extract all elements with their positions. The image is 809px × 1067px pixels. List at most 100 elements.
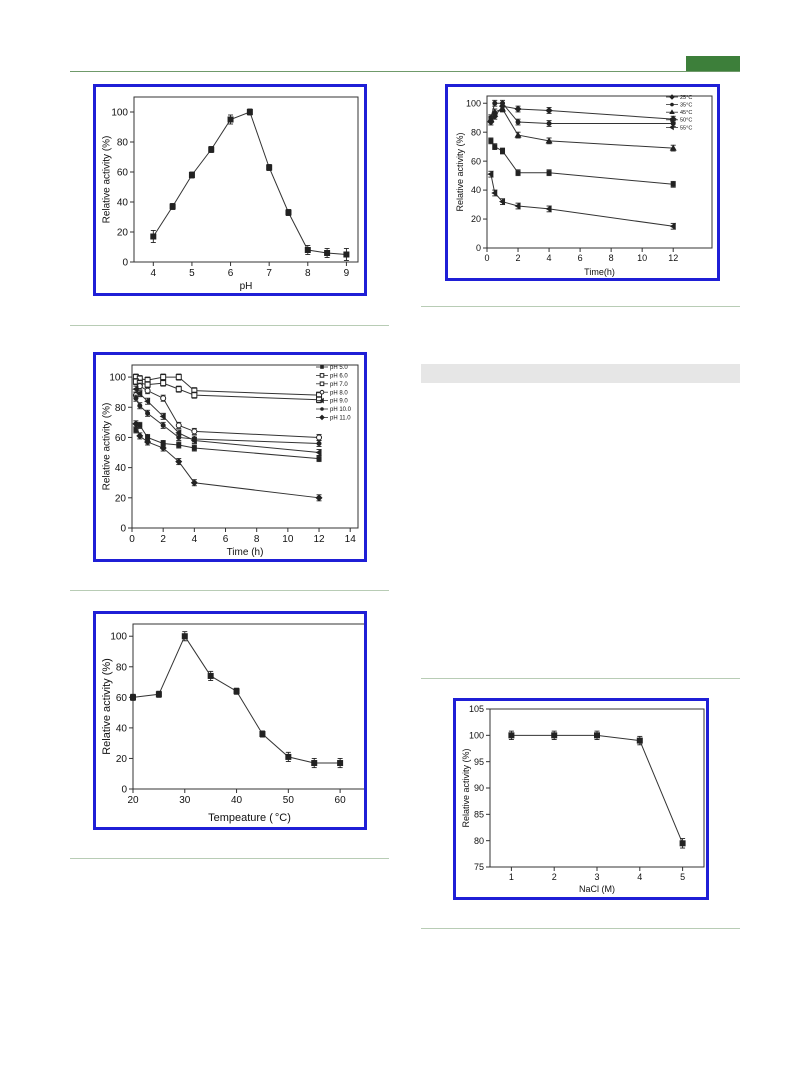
x-tick-label: 10 (637, 253, 647, 263)
y-tick-label: 60 (115, 433, 127, 444)
data-point-marker (145, 410, 151, 416)
y-tick-label: 40 (116, 723, 128, 734)
data-point-marker (133, 395, 139, 401)
data-point-marker (132, 420, 140, 428)
data-point-marker (670, 118, 674, 122)
data-point-marker (669, 144, 677, 151)
data-point-marker (160, 374, 167, 381)
y-axis-label: Relative activity (%) (101, 658, 113, 755)
series-line (511, 734, 684, 844)
data-point-marker (546, 170, 552, 176)
x-axis-label-text: Tempeature ( (208, 812, 273, 824)
data-point-marker (679, 840, 686, 847)
x-tick-label: 4 (192, 534, 198, 545)
y-tick-label: 75 (474, 862, 484, 872)
data-point-marker (208, 146, 215, 153)
data-point-marker (145, 434, 151, 440)
data-series (488, 137, 676, 188)
data-point-marker (514, 131, 522, 138)
y-tick-label: 20 (471, 214, 481, 224)
x-tick-label: 2 (516, 253, 521, 263)
data-series (487, 170, 676, 230)
ph-stability-chart-panel: 0 2 4 6 8 10 12 14 0 20 40 60 80 100 Time (h) Relative … (93, 352, 367, 562)
y-tick-label: 80 (471, 127, 481, 137)
data-series (487, 105, 677, 152)
x-tick-label: 7 (266, 268, 272, 279)
legend-label: 35°C (680, 103, 692, 109)
data-point-marker (176, 442, 182, 448)
data-point-marker (515, 170, 521, 176)
data-point-marker (159, 444, 167, 452)
x-tick-label: 6 (228, 268, 234, 279)
data-point-marker (144, 438, 152, 446)
plot-area-frame (132, 623, 364, 790)
data-point-marker (319, 389, 325, 395)
data-point-marker (551, 732, 558, 739)
data-point-marker (545, 205, 552, 213)
data-point-marker (669, 94, 675, 100)
y-tick-label: 20 (116, 754, 128, 765)
data-point-marker (190, 479, 198, 487)
header-tab (686, 56, 740, 71)
x-tick-label: 20 (127, 795, 139, 806)
x-tick-label: 8 (254, 534, 260, 545)
data-point-marker (176, 434, 182, 440)
data-point-marker (181, 633, 188, 640)
data-point-marker (137, 422, 143, 428)
data-point-marker (669, 109, 675, 114)
y-axis-label: Relative activity (%) (461, 748, 471, 827)
y-tick-label: 0 (476, 243, 481, 253)
data-point-marker (545, 106, 553, 114)
temperature-activity-chart-panel: 20 30 40 50 60 0 20 40 60 80 100 Tempeature (°C) Rel… (93, 611, 367, 830)
temperature-stability-chart: 0 2 4 6 8 10 12 0 20 40 60 80 100 Time(h) Relative act… (455, 94, 713, 277)
series-line (132, 635, 341, 764)
y-tick-label: 0 (120, 524, 126, 535)
divider (421, 306, 740, 307)
y-tick-label: 100 (469, 730, 484, 740)
table-header-band (421, 364, 740, 383)
x-tick-label: 4 (637, 872, 642, 882)
data-point-marker (492, 100, 498, 106)
data-point-marker (191, 445, 197, 451)
data-point-marker (159, 412, 166, 420)
x-tick-label: 2 (552, 872, 557, 882)
data-point-marker (191, 392, 198, 399)
data-point-marker (315, 449, 322, 457)
data-point-marker (304, 247, 311, 253)
ph-activity-chart: 4 5 6 7 8 9 0 20 40 60 80 100 pH Relative activity (%… (102, 96, 359, 292)
x-axis-label: NaCl (M) (579, 884, 615, 894)
temperature-stability-chart-panel: 0 2 4 6 8 10 12 0 20 40 60 80 100 Time(h) Relative act… (445, 84, 720, 281)
data-point-marker (259, 731, 266, 737)
data-point-marker (670, 121, 676, 127)
y-tick-label: 80 (115, 403, 127, 414)
x-tick-label: 3 (594, 872, 599, 882)
plot-area-frame (131, 364, 359, 529)
data-point-marker (515, 119, 521, 125)
data-point-marker (130, 694, 136, 701)
y-axis-label: Relative activity (%) (455, 132, 465, 211)
data-point-marker (266, 164, 273, 171)
data-point-marker (316, 456, 322, 462)
divider (421, 678, 740, 679)
y-axis-label: Relative activity (%) (102, 136, 113, 224)
data-point-marker (160, 395, 167, 402)
y-tick-label: 60 (117, 168, 129, 179)
x-tick-label: 14 (345, 534, 357, 545)
y-tick-label: 95 (474, 757, 484, 767)
data-point-marker (514, 105, 522, 113)
data-point-marker (191, 428, 198, 435)
data-series (488, 99, 676, 127)
x-tick-label: 30 (179, 795, 191, 806)
plot-area-frame (486, 95, 713, 249)
data-point-marker (320, 407, 324, 411)
series-line (490, 108, 674, 149)
data-point-marker (319, 414, 325, 421)
data-point-marker (487, 115, 495, 122)
data-point-marker (508, 732, 515, 739)
data-series (150, 108, 350, 261)
x-tick-label: 5 (189, 268, 195, 279)
x-tick-label: 12 (313, 534, 325, 545)
data-point-marker (500, 148, 506, 154)
series-line (135, 423, 320, 499)
